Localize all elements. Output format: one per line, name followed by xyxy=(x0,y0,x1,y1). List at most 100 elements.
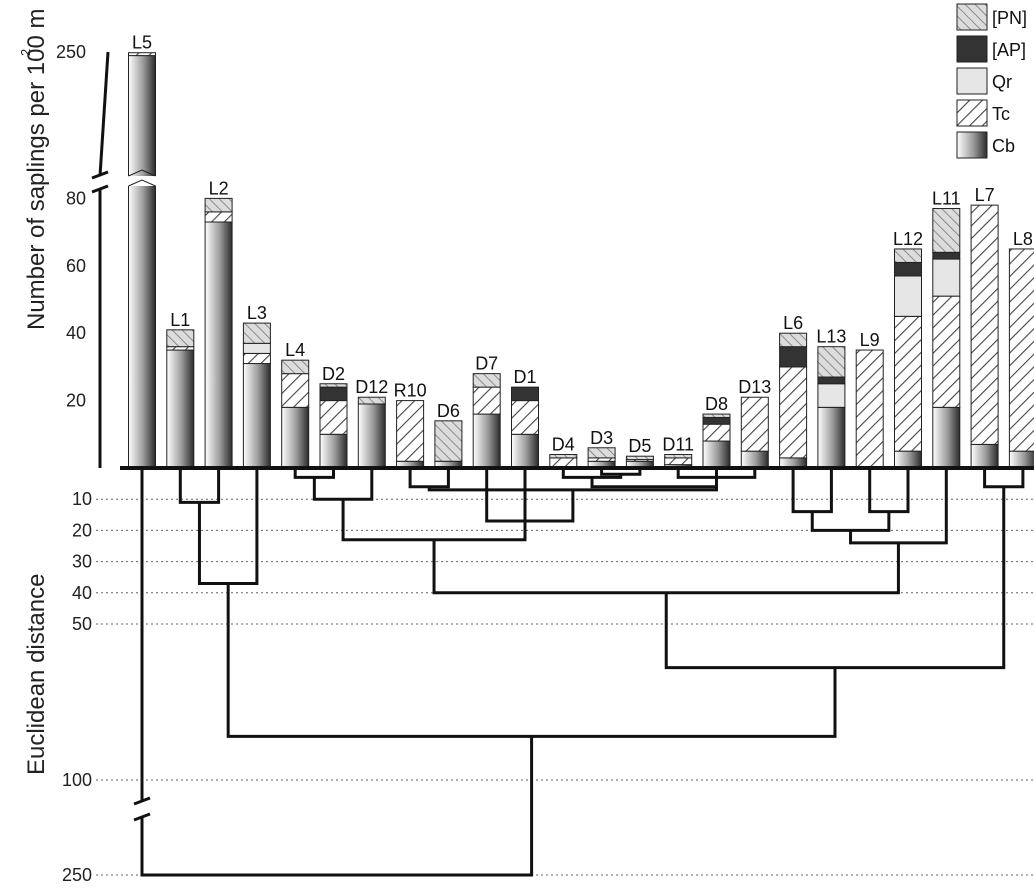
distance-tick-label: 10 xyxy=(72,489,92,509)
bar-segment-tc xyxy=(319,400,348,435)
bar-segment-tc xyxy=(894,315,922,452)
bar-label: D11 xyxy=(662,435,694,455)
bar-segment-cb xyxy=(204,221,233,469)
dendrogram-link xyxy=(140,468,534,877)
bar-segment-cb xyxy=(894,450,922,469)
bar-label: L2 xyxy=(209,178,229,198)
bar-label: D12 xyxy=(355,377,388,397)
bar-segment-pn xyxy=(587,447,616,459)
legend-swatch-pn xyxy=(956,3,988,31)
bar-segment-tc xyxy=(740,396,769,452)
distance-tick-label: 100 xyxy=(62,770,92,790)
bar-segment-cb xyxy=(166,349,195,469)
legend-label: Tc xyxy=(992,104,1010,124)
bar-segment-ap xyxy=(319,386,348,402)
bar-segment-cb xyxy=(511,433,539,469)
bar-segment-pn xyxy=(472,373,501,388)
bar-label: L7 xyxy=(975,185,995,205)
distance-tick-label: 20 xyxy=(72,520,92,540)
y-axis-label-superscript: 2 xyxy=(18,49,33,56)
bar-segment-tc xyxy=(281,373,310,408)
bar-label: L9 xyxy=(860,330,880,350)
bar-segment-ap xyxy=(932,251,961,260)
bar-segment-pn xyxy=(932,208,961,253)
y-axis-upper-segment xyxy=(98,51,110,177)
bar-segment-cb xyxy=(970,443,999,469)
legend: [PN] [AP] Qr Tc Cb xyxy=(956,3,1027,159)
y-axis-title: Number of saplings per 100 m 2 xyxy=(18,9,50,331)
bar-segment-cb xyxy=(1008,450,1034,469)
bar-segment-pn xyxy=(664,454,693,459)
bar-segment-tc xyxy=(396,400,425,462)
y-tick-label: 80 xyxy=(66,188,86,208)
bar-segment-tc xyxy=(932,295,961,408)
dendrogram xyxy=(132,468,1025,877)
bar-segment-pn xyxy=(319,383,348,388)
dendrogram-link xyxy=(312,468,374,501)
bar-label: L1 xyxy=(170,310,190,330)
bar-label: L3 xyxy=(247,303,267,323)
bar-segment-cb xyxy=(242,363,271,469)
bar-segment-ap xyxy=(511,386,539,402)
dendrogram-link xyxy=(868,468,910,514)
bar-label: L11 xyxy=(932,189,961,209)
bar-segment-tc xyxy=(472,386,501,415)
legend-swatch-tc xyxy=(956,99,988,127)
bar-segment-qr xyxy=(242,342,271,354)
bar-segment-ap xyxy=(779,346,808,368)
y-axis-break-mark xyxy=(91,184,109,194)
bar-segment-cb xyxy=(817,406,846,469)
bar-label: D1 xyxy=(513,367,536,387)
bar-label: D7 xyxy=(475,354,498,374)
distance-tick-label: 250 xyxy=(62,865,92,885)
legend-swatch-cb xyxy=(956,131,988,159)
bar-break-gap xyxy=(126,176,158,186)
dendrogram-link xyxy=(810,511,891,532)
bar-segment-tc xyxy=(702,423,731,442)
bar-label: D2 xyxy=(322,364,345,384)
bar-segment-cb xyxy=(357,403,386,469)
bar-segment-pn xyxy=(702,413,731,418)
dendrogram-link xyxy=(983,468,1025,489)
y-tick-label: 250 xyxy=(56,42,86,62)
bar-segment-tc xyxy=(855,349,884,469)
bar-label: L4 xyxy=(285,340,305,360)
bar-segment-tc xyxy=(511,400,539,435)
bar-label: D6 xyxy=(437,401,460,421)
y-axis-break-mark xyxy=(91,170,109,180)
bar-label: D5 xyxy=(628,436,651,456)
bar-label: L12 xyxy=(893,229,923,249)
legend-swatch-ap xyxy=(956,35,988,63)
bars: L5 L1 L2 L3 L4 D2 D12 R10 D6 D7 D1 D4 D3 D5 D11 D8 D13 L6… xyxy=(126,33,1034,469)
bar-segment-qr xyxy=(932,258,961,297)
bar-segment-tc xyxy=(587,457,616,462)
dendrogram-break-mark xyxy=(133,796,151,806)
bar-label: L6 xyxy=(783,313,803,333)
bar-label: L13 xyxy=(816,327,846,347)
legend-label: [PN] xyxy=(992,8,1027,28)
bar-segment-pn xyxy=(204,197,233,213)
bar-segment-cb xyxy=(281,406,310,469)
bar-segment-cb xyxy=(932,406,961,469)
bar-segment-pn xyxy=(281,359,310,375)
bar-segment-cb xyxy=(472,413,501,469)
dendrogram-link xyxy=(226,583,837,738)
dendrogram-link xyxy=(791,468,833,514)
bar-label: D4 xyxy=(552,435,575,455)
bar-segment-cb xyxy=(319,433,348,469)
bar-segment-cb xyxy=(128,55,156,469)
dendrogram-link xyxy=(432,539,900,595)
bar-segment-pn xyxy=(894,248,922,263)
dendrogram-axis-label: Euclidean distance xyxy=(23,574,50,775)
distance-tick-label: 30 xyxy=(72,552,92,572)
bar-segment-qr xyxy=(817,383,846,408)
bar-segment-tc xyxy=(1008,248,1034,452)
dendrogram-link xyxy=(408,468,450,489)
dendrogram-link xyxy=(485,468,575,523)
bar-segment-pn xyxy=(625,455,654,461)
y-tick-label: 20 xyxy=(66,391,86,411)
bar-segment-ap xyxy=(702,416,731,425)
y-axis-label: Number of saplings per 100 m xyxy=(23,9,50,331)
bar-segment-tc xyxy=(204,211,233,223)
